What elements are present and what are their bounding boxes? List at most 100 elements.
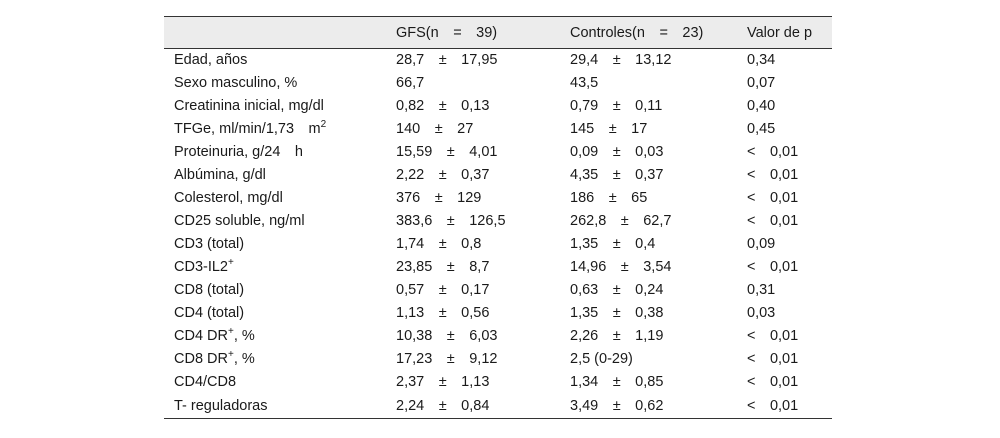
controles-value-cell: 14,96 ± 3,54 <box>570 259 672 275</box>
row-label: Albúmina, g/dl <box>174 167 266 183</box>
row-label-cell: Creatinina inicial, mg/dl <box>164 95 386 118</box>
table-row: CD4 DR+, % 10,38 ± 6,03 2,26 ± 1,19 < 0,01 <box>164 325 832 348</box>
row-label-cell: TFGe, ml/min/1,73 m2 <box>164 118 386 141</box>
row-label-suffix: , % <box>233 328 255 344</box>
row-label-cell: CD25 soluble, ng/ml <box>164 210 386 233</box>
p-value-cell: < 0,01 <box>747 213 799 229</box>
controles-value-cell: 29,4 ± 13,12 <box>570 52 672 68</box>
gfs-value-cell: 0,57 ± 0,17 <box>396 282 490 298</box>
gfs-value-cell: 66,7 <box>396 75 425 91</box>
table-row: Edad, años 28,7 ± 17,95 29,4 ± 13,12 0,34 <box>164 49 832 73</box>
p-value-cell: < 0,01 <box>747 397 799 414</box>
p-value-cell: 0,31 <box>747 282 776 298</box>
table-body: Edad, años 28,7 ± 17,95 29,4 ± 13,12 0,34 Se… <box>164 49 832 419</box>
p-value-cell: 0,45 <box>747 121 776 137</box>
controles-value-cell: 3,49 ± 0,62 <box>570 397 664 414</box>
gfs-value-cell: 15,59 ± 4,01 <box>396 144 498 160</box>
table-header: GFS(n = 39) Controles(n = 23) Valor de p <box>164 16 832 49</box>
row-label: T- reguladoras <box>174 397 268 414</box>
row-label-cell: CD8 (total) <box>164 279 386 302</box>
p-value-cell: < 0,01 <box>747 144 799 160</box>
row-label: CD4 DR <box>174 328 228 344</box>
p-value-cell: 0,34 <box>747 52 776 68</box>
header-cell-label <box>164 17 386 49</box>
row-label-cell: CD4 DR+, % <box>164 325 386 348</box>
table-row: Creatinina inicial, mg/dl 0,82 ± 0,13 0,79… <box>164 95 832 118</box>
row-label-cell: CD4 (total) <box>164 302 386 325</box>
p-value-cell: < 0,01 <box>747 190 799 206</box>
table-row: CD8 DR+, % 17,23 ± 9,12 2,5 (0-29) < 0,01 <box>164 348 832 371</box>
gfs-value-cell: 376 ± 129 <box>396 190 482 206</box>
row-label: Colesterol, mg/dl <box>174 190 283 206</box>
row-label-cell: Albúmina, g/dl <box>164 164 386 187</box>
gfs-value-cell: 23,85 ± 8,7 <box>396 259 490 275</box>
gfs-value-cell: 2,22 ± 0,37 <box>396 167 490 183</box>
row-label-suffix: , % <box>233 351 255 367</box>
header-cell-controles: Controles(n = 23) <box>570 24 704 41</box>
controles-value-cell: 2,5 (0-29) <box>570 351 633 367</box>
row-label: CD8 DR <box>174 351 228 367</box>
row-label: CD4 (total) <box>174 305 245 321</box>
table-row: TFGe, ml/min/1,73 m2 140 ± 27 145 ± 17 0,45 <box>164 118 832 141</box>
p-value-cell: < 0,01 <box>747 167 799 183</box>
row-label-superscript: 2 <box>320 119 327 130</box>
table-row: Proteinuria, g/24 h 15,59 ± 4,01 0,09 ± 0,… <box>164 141 832 164</box>
table-row: CD3-IL2+ 23,85 ± 8,7 14,96 ± 3,54 < 0,01 <box>164 256 832 279</box>
table-row: CD4/CD8 2,37 ± 1,13 1,34 ± 0,85 < 0,01 <box>164 371 832 394</box>
controles-value-cell: 1,34 ± 0,85 <box>570 374 664 390</box>
p-value-cell: < 0,01 <box>747 374 799 390</box>
row-label: Sexo masculino, % <box>174 75 298 91</box>
row-label-cell: Edad, años <box>164 49 386 73</box>
controles-value-cell: 145 ± 17 <box>570 121 648 137</box>
gfs-value-cell: 1,13 ± 0,56 <box>396 305 490 321</box>
row-label: Creatinina inicial, mg/dl <box>174 98 324 114</box>
controles-value-cell: 43,5 <box>570 75 599 91</box>
p-value-cell: 0,03 <box>747 305 776 321</box>
row-label-superscript: + <box>227 349 234 360</box>
data-table: GFS(n = 39) Controles(n = 23) Valor de p… <box>164 16 832 419</box>
header-row: GFS(n = 39) Controles(n = 23) Valor de p <box>164 16 832 49</box>
controles-value-cell: 2,26 ± 1,19 <box>570 328 664 344</box>
row-label: CD3-IL2 <box>174 259 228 275</box>
header-cell-gfs: GFS(n = 39) <box>396 24 498 41</box>
row-label: CD4/CD8 <box>174 374 237 390</box>
row-label-cell: CD4/CD8 <box>164 371 386 394</box>
row-label-cell: CD3 (total) <box>164 233 386 256</box>
table-row: CD8 (total) 0,57 ± 0,17 0,63 ± 0,24 0,31 <box>164 279 832 302</box>
row-label-cell: Sexo masculino, % <box>164 72 386 95</box>
table-container: GFS(n = 39) Controles(n = 23) Valor de p… <box>164 16 832 419</box>
gfs-value-cell: 140 ± 27 <box>396 121 474 137</box>
gfs-value-cell: 2,24 ± 0,84 <box>396 397 490 414</box>
row-label: CD8 (total) <box>174 282 245 298</box>
gfs-value-cell: 17,23 ± 9,12 <box>396 351 498 367</box>
row-label-cell: CD3-IL2+ <box>164 256 386 279</box>
gfs-value-cell: 2,37 ± 1,13 <box>396 374 490 390</box>
controles-value-cell: 1,35 ± 0,4 <box>570 236 656 252</box>
controles-value-cell: 0,79 ± 0,11 <box>570 98 663 114</box>
row-label: Edad, años <box>174 52 248 68</box>
controles-value-cell: 0,63 ± 0,24 <box>570 282 664 298</box>
row-label: TFGe, ml/min/1,73 m <box>174 121 321 137</box>
row-label-cell: Colesterol, mg/dl <box>164 187 386 210</box>
gfs-value-cell: 1,74 ± 0,8 <box>396 236 482 252</box>
controles-value-cell: 262,8 ± 62,7 <box>570 213 672 229</box>
gfs-value-cell: 0,82 ± 0,13 <box>396 98 490 114</box>
p-value-cell: 0,07 <box>747 75 776 91</box>
table-row: Colesterol, mg/dl 376 ± 129 186 ± 65 < 0,01 <box>164 187 832 210</box>
row-label-cell: Proteinuria, g/24 h <box>164 141 386 164</box>
p-value-cell: 0,09 <box>747 236 776 252</box>
row-label: CD3 (total) <box>174 236 245 252</box>
table-row: CD4 (total) 1,13 ± 0,56 1,35 ± 0,38 0,03 <box>164 302 832 325</box>
table-row: Albúmina, g/dl 2,22 ± 0,37 4,35 ± 0,37 < 0,… <box>164 164 832 187</box>
controles-value-cell: 186 ± 65 <box>570 190 648 206</box>
table-row: Sexo masculino, % 66,7 43,5 0,07 <box>164 72 832 95</box>
p-value-cell: < 0,01 <box>747 259 799 275</box>
controles-value-cell: 1,35 ± 0,38 <box>570 305 664 321</box>
header-cell-p-value: Valor de p <box>747 24 813 41</box>
table-row: CD3 (total) 1,74 ± 0,8 1,35 ± 0,4 0,09 <box>164 233 832 256</box>
p-value-cell: < 0,01 <box>747 328 799 344</box>
row-label-cell: T- reguladoras <box>164 394 386 419</box>
p-value-cell: < 0,01 <box>747 351 799 367</box>
row-label-superscript: + <box>228 257 234 268</box>
row-label: Proteinuria, g/24 h <box>174 144 303 160</box>
